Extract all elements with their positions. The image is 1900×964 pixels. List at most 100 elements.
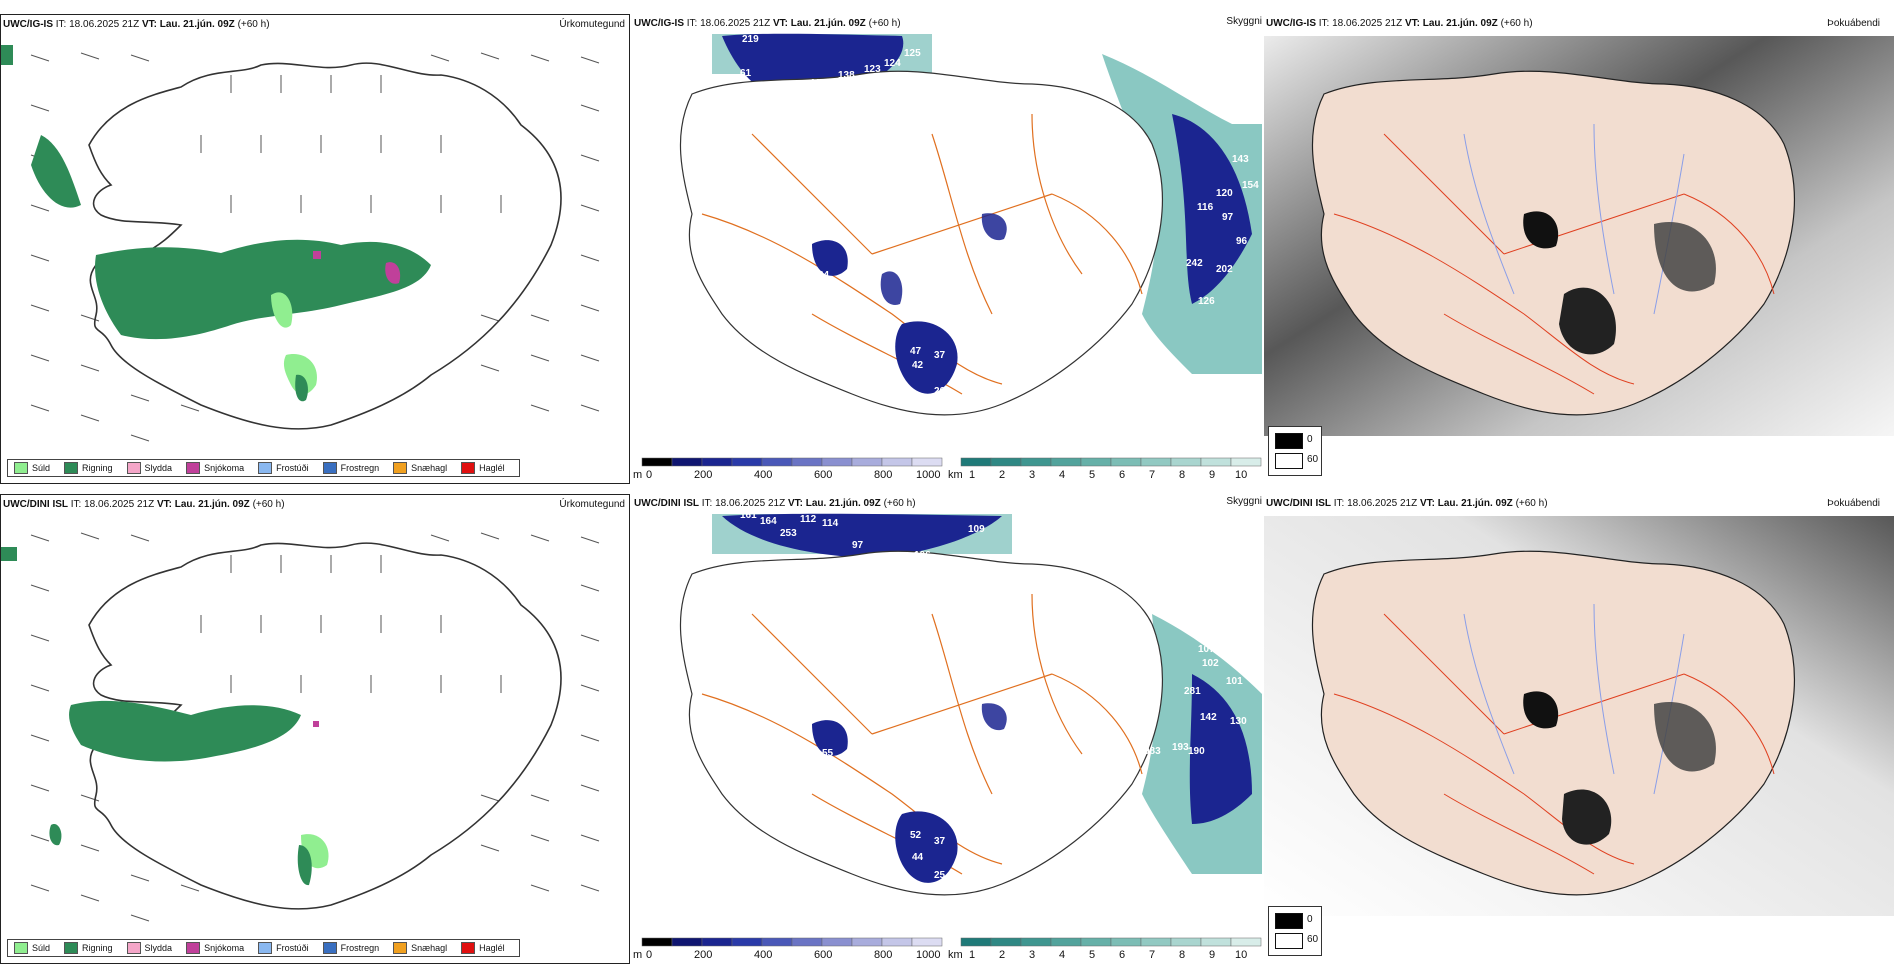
scale-tick: 400 [754, 949, 772, 960]
fog-legend-dark [1275, 913, 1303, 929]
scale-tick: 10 [1235, 469, 1247, 480]
legend-swatch [322, 942, 337, 954]
fog-legend-dark-label: 0 [1307, 434, 1313, 445]
scale-swatch [821, 937, 853, 947]
scale-swatch [701, 457, 733, 467]
vis-label: 120 [1216, 188, 1233, 199]
vis-label: 26 [934, 386, 946, 397]
vis-label: 281 [1184, 686, 1201, 697]
scale-tick: 1 [969, 469, 975, 480]
legend-swatch [14, 462, 28, 474]
legend-item: Frostregn [322, 942, 379, 954]
vis-label: 42 [912, 360, 924, 371]
vis-label: 109 [780, 86, 797, 97]
panel-title: UWC/IG-IS IT: 18.06.2025 21Z VT: Lau. 21… [3, 19, 270, 30]
legend-swatch [258, 942, 273, 954]
vis-label: 112 [800, 514, 817, 525]
precip-map [1, 45, 600, 442]
vis-label: 253 [780, 528, 797, 539]
scale-tick: 1000 [916, 949, 940, 960]
legend-item: Snjókoma [186, 462, 244, 474]
scale-swatch [1020, 457, 1052, 467]
fog-legend: 0 60 [1268, 426, 1322, 476]
visibility-panel-bottom: UWC/DINI ISL IT: 18.06.2025 21Z VT: Lau.… [632, 494, 1262, 964]
vis-label: 97 [852, 540, 864, 551]
scale-swatch [641, 457, 673, 467]
scale-swatch [881, 937, 913, 947]
vis-label: 154 [1242, 180, 1259, 191]
legend-item: Haglél [461, 462, 505, 474]
road-network [701, 593, 1143, 875]
vis-label: 102 [1202, 658, 1219, 669]
fog-legend-light [1275, 933, 1303, 949]
scale-km-swatches [960, 937, 1262, 947]
fog-map [1264, 36, 1894, 436]
vis-label: 114 [822, 518, 839, 529]
scale-tick: 2 [999, 949, 1005, 960]
vis-label: 83 [754, 82, 766, 93]
scale-swatch [960, 937, 992, 947]
vis-label: 142 [1200, 712, 1217, 723]
scale-swatch [791, 457, 823, 467]
scale-m-swatches [641, 457, 943, 467]
panel-title: UWC/IG-IS IT: 18.06.2025 21Z VT: Lau. 21… [634, 18, 901, 29]
scale-tick: 5 [1089, 949, 1095, 960]
scale-unit: km [948, 949, 963, 960]
panel-variable: Þokuábendi [1827, 498, 1880, 509]
vis-label: 47 [910, 346, 922, 357]
scale-tick: 7 [1149, 949, 1155, 960]
panel-variable: Úrkomutegund [559, 499, 625, 510]
scale-tick: 600 [814, 949, 832, 960]
scale-unit: m [633, 469, 642, 480]
legend-swatch [393, 942, 408, 954]
vis-label: 37 [934, 836, 946, 847]
scale-swatch [1080, 457, 1112, 467]
scale-swatch [671, 937, 703, 947]
vis-label: 219 [742, 34, 759, 45]
scale-tick: 6 [1119, 949, 1125, 960]
panel-title: UWC/IG-IS IT: 18.06.2025 21Z VT: Lau. 21… [1266, 18, 1533, 29]
scale-swatch [1080, 937, 1112, 947]
fog-legend-light-label: 60 [1307, 454, 1319, 465]
vis-label: 25 [934, 870, 946, 881]
road-network [701, 113, 1143, 395]
scale-swatch [701, 937, 733, 947]
vis-label: 983 [1144, 746, 1161, 757]
legend-item: Slydda [126, 942, 172, 954]
iceland-outline [679, 550, 1164, 896]
scale-tick: 6 [1119, 469, 1125, 480]
scale-swatch [1170, 937, 1202, 947]
legend-item: Súld [14, 462, 50, 474]
scale-tick: 0 [646, 469, 652, 480]
scale-tick: 800 [874, 469, 892, 480]
scale-swatch [761, 457, 793, 467]
scale-swatch [1110, 457, 1142, 467]
vis-label: 118 [810, 78, 827, 89]
scale-swatch [1110, 937, 1142, 947]
fog-legend-dark-label: 0 [1307, 914, 1313, 925]
scale-swatch [1050, 937, 1082, 947]
vis-scale-km: km 1 2 3 4 5 6 7 8 9 10 [948, 457, 1262, 480]
scale-km-swatches [960, 457, 1262, 467]
panel-title: UWC/DINI ISL IT: 18.06.2025 21Z VT: Lau.… [1266, 498, 1548, 509]
rain-area [95, 239, 432, 340]
vis-scale-m: m 0 200 400 600 800 1000 [633, 457, 943, 480]
scale-swatch [1200, 937, 1232, 947]
scale-swatch [1140, 937, 1172, 947]
legend-swatch [322, 462, 337, 474]
legend-item: Rigning [64, 462, 113, 474]
vis-label: 258 [854, 300, 871, 311]
fog-legend-light-label: 60 [1307, 934, 1319, 945]
legend-swatch [186, 462, 201, 474]
scale-tick: 5 [1089, 469, 1095, 480]
scale-tick: 3 [1029, 949, 1035, 960]
scale-tick: 7 [1149, 469, 1155, 480]
fog-panel-bottom: UWC/DINI ISL IT: 18.06.2025 21Z VT: Lau.… [1264, 494, 1894, 964]
legend-swatch [126, 462, 141, 474]
scale-swatch [851, 457, 883, 467]
scale-swatch [881, 457, 913, 467]
panel-variable: Skyggni [1226, 496, 1262, 507]
scale-unit: km [948, 469, 963, 480]
wind-barbs [30, 532, 600, 922]
legend-item: Frostregn [322, 462, 379, 474]
